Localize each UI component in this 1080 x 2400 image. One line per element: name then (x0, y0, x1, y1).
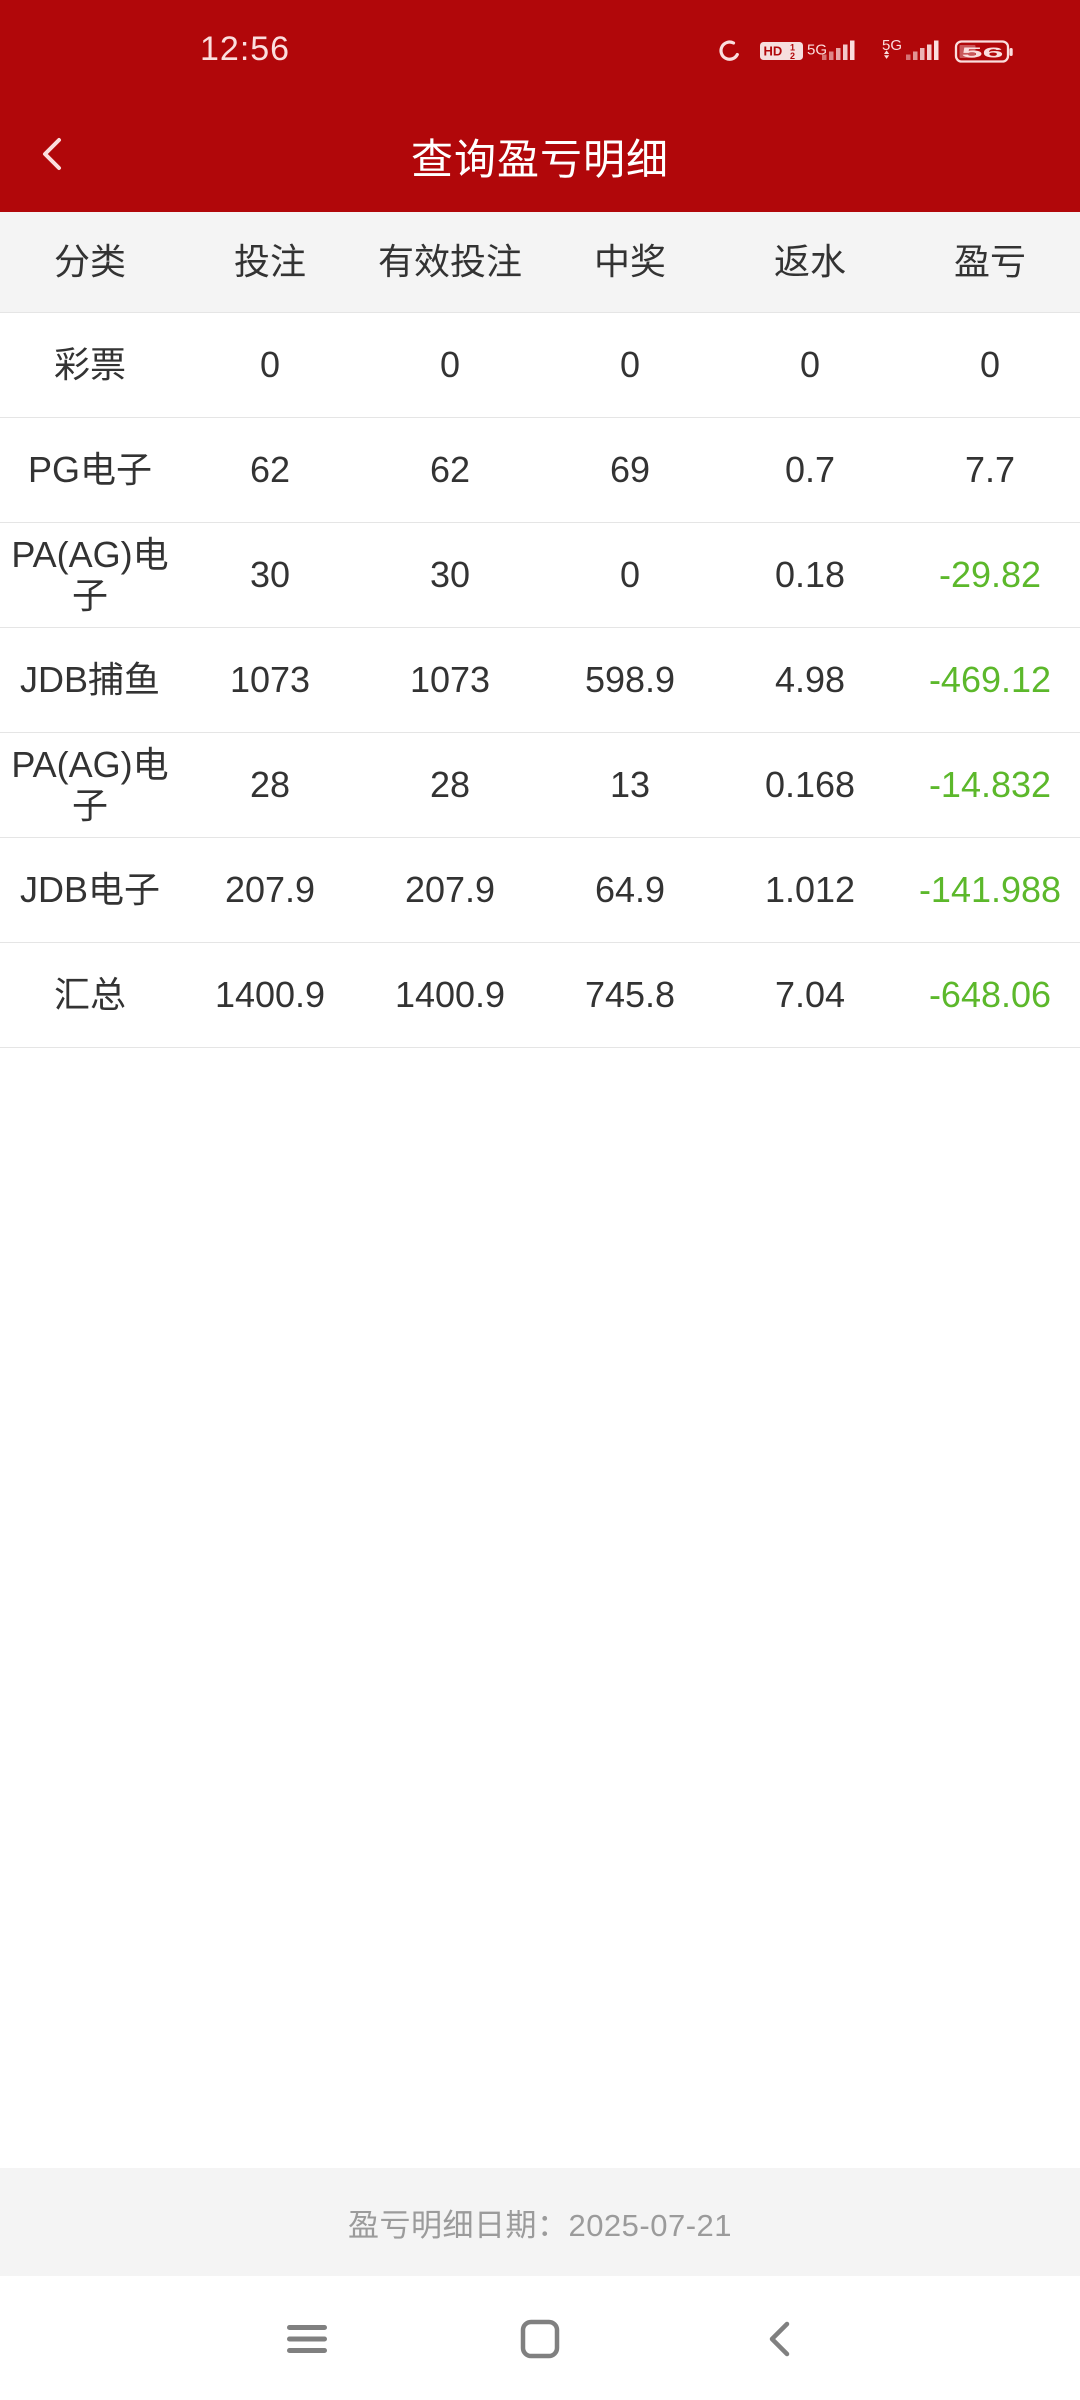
svg-text:5G: 5G (882, 37, 902, 54)
svg-text:HD: HD (764, 44, 783, 59)
svg-text:2: 2 (790, 51, 795, 61)
svg-text:56: 56 (962, 45, 1004, 62)
